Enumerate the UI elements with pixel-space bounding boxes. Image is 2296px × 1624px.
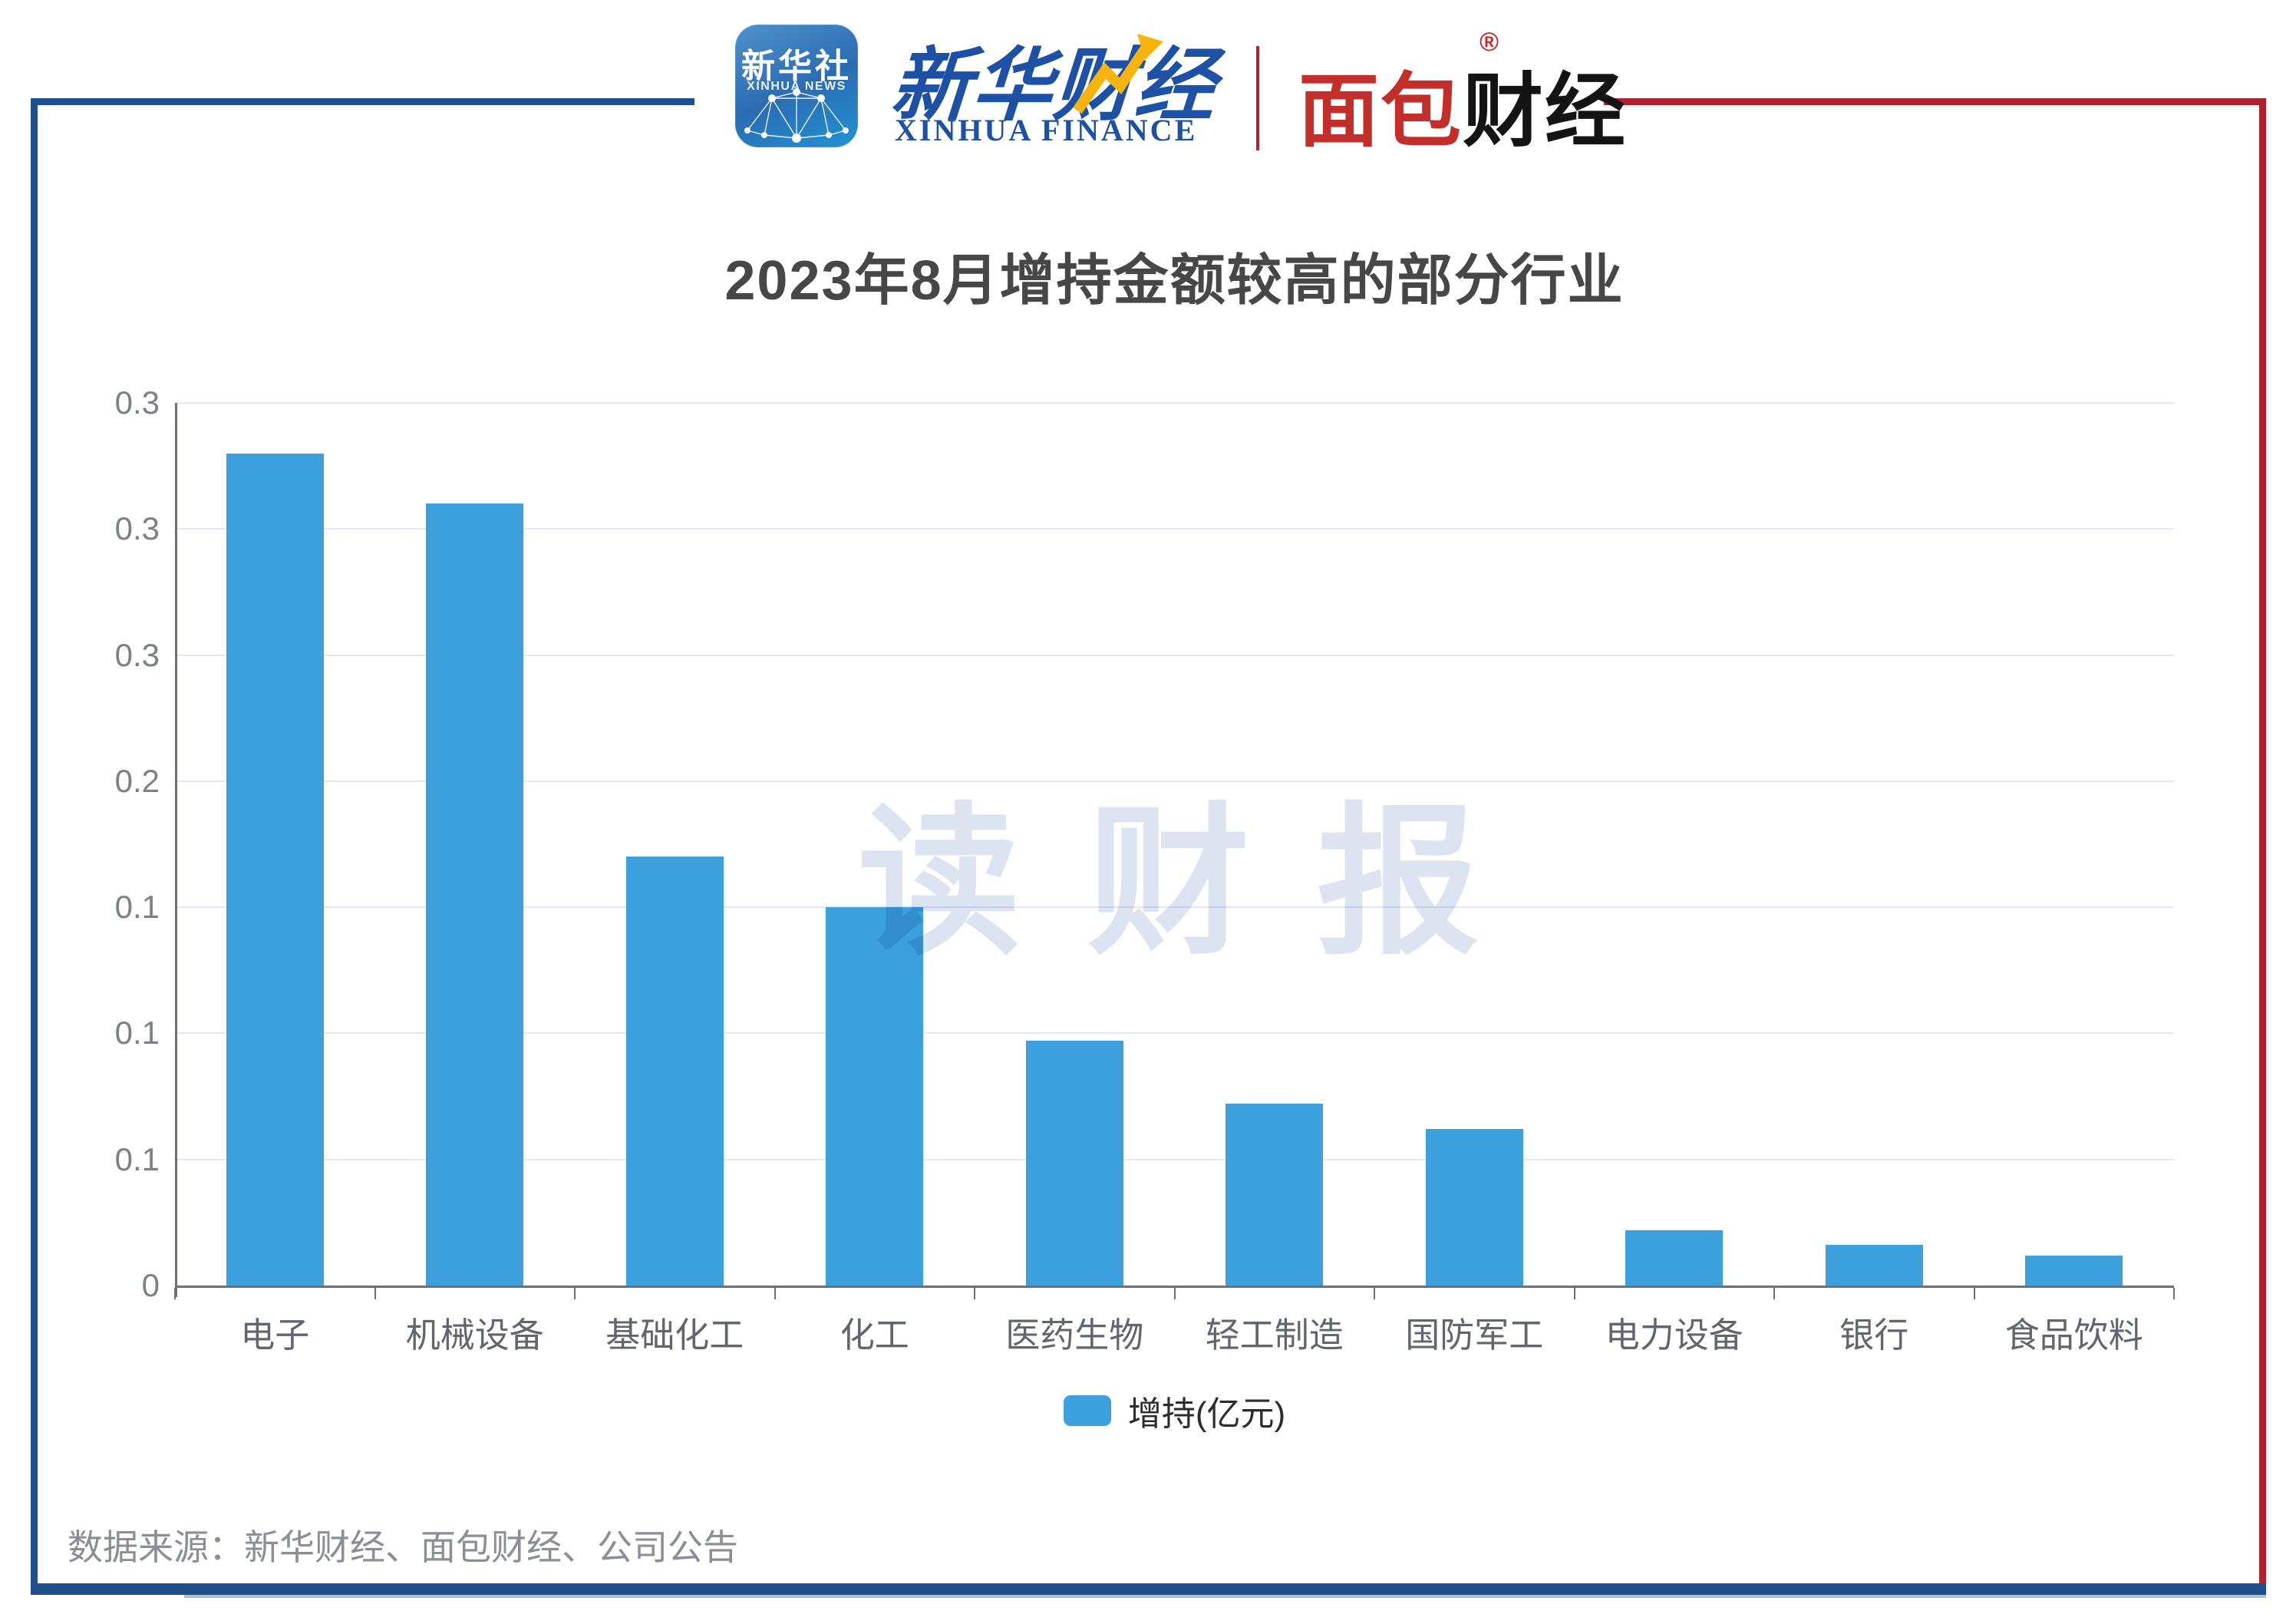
x-axis-line bbox=[175, 1286, 2174, 1288]
data-source-note: 数据来源：新华财经、面包财经、公司公告 bbox=[68, 1527, 738, 1567]
mianbao-red-text: 面包 bbox=[1298, 67, 1463, 157]
x-category-label: 机械设备 bbox=[405, 1315, 544, 1355]
y-grid-line bbox=[175, 780, 2174, 782]
chart-legend[interactable]: 增持(亿元) bbox=[175, 1386, 2174, 1435]
x-axis-tick bbox=[174, 1288, 176, 1299]
mianbao-black-text: 财经 bbox=[1463, 67, 1628, 157]
x-category-label: 化工 bbox=[840, 1315, 909, 1355]
x-axis-tick bbox=[574, 1288, 576, 1299]
frame-bottom-light bbox=[184, 1595, 2266, 1598]
xinhua-news-en-label: XINHUA NEWS bbox=[747, 80, 846, 93]
x-axis-tick bbox=[1173, 1288, 1176, 1299]
y-grid-line bbox=[175, 1032, 2174, 1035]
x-axis-tick bbox=[1573, 1288, 1575, 1299]
x-axis-tick bbox=[374, 1288, 376, 1299]
frame-top-right-red bbox=[1604, 98, 2266, 105]
chart-title: 2023年8月增持金额较高的部分行业 bbox=[724, 250, 1625, 312]
y-tick-label: 0 bbox=[141, 1267, 160, 1303]
y-grid-line bbox=[175, 528, 2174, 530]
y-tick-label: 0.3 bbox=[114, 636, 160, 673]
y-grid-line bbox=[175, 654, 2174, 656]
frame-left-blue bbox=[31, 98, 38, 1590]
x-axis-tick bbox=[1374, 1288, 1375, 1299]
x-category-label: 国防军工 bbox=[1405, 1315, 1544, 1355]
bar-4[interactable] bbox=[826, 907, 924, 1286]
mianbao-finance-logo: 面包财经 bbox=[1298, 46, 1627, 163]
logo-divider-line bbox=[1256, 46, 1259, 150]
x-category-label: 轻工制造 bbox=[1205, 1315, 1344, 1355]
bar-3[interactable] bbox=[625, 857, 724, 1286]
x-axis-tick bbox=[1773, 1288, 1775, 1299]
y-tick-label: 0.1 bbox=[114, 1140, 160, 1177]
y-grid-line bbox=[175, 402, 2174, 404]
y-tick-label: 0.1 bbox=[114, 889, 160, 926]
frame-bottom-blue bbox=[31, 1583, 2266, 1595]
bar-6[interactable] bbox=[1226, 1104, 1324, 1286]
bar-2[interactable] bbox=[426, 503, 524, 1286]
bar-5[interactable] bbox=[1025, 1041, 1123, 1286]
x-category-label: 电子 bbox=[240, 1315, 310, 1355]
x-category-label: 电力设备 bbox=[1605, 1315, 1743, 1355]
bar-9[interactable] bbox=[1825, 1245, 1923, 1286]
legend-swatch[interactable] bbox=[1063, 1395, 1111, 1426]
network-globe-icon bbox=[744, 88, 849, 143]
y-tick-label: 0.2 bbox=[114, 762, 160, 799]
bar-10[interactable] bbox=[2025, 1255, 2123, 1286]
xinhua-news-app-icon: 新华社 XINHUA NEWS bbox=[735, 25, 858, 147]
x-category-label: 食品饮料 bbox=[2004, 1315, 2143, 1355]
y-grid-line bbox=[175, 1158, 2174, 1160]
y-tick-label: 0.3 bbox=[114, 385, 160, 421]
bar-8[interactable] bbox=[1625, 1230, 1724, 1286]
bar-7[interactable] bbox=[1425, 1129, 1523, 1286]
y-axis-line bbox=[175, 403, 177, 1297]
registered-trademark-icon: ® bbox=[1480, 28, 1499, 57]
bar-1[interactable] bbox=[226, 453, 324, 1286]
x-category-label: 基础化工 bbox=[605, 1315, 744, 1355]
watermark-text: 读 财 报 bbox=[858, 791, 1490, 973]
legend-label[interactable]: 增持(亿元) bbox=[1127, 1395, 1286, 1433]
x-category-label: 医药生物 bbox=[1005, 1315, 1144, 1355]
xinhua-finance-en-logo: XINHUA FINANCE bbox=[895, 113, 1198, 147]
yellow-arrow-icon bbox=[1073, 34, 1163, 114]
x-axis-tick bbox=[974, 1288, 975, 1299]
x-axis-tick bbox=[1973, 1288, 1975, 1299]
x-category-label: 银行 bbox=[1839, 1315, 1909, 1355]
y-tick-label: 0.1 bbox=[114, 1015, 160, 1051]
xinhua-news-cn-label: 新华社 bbox=[741, 48, 852, 85]
y-tick-label: 0.3 bbox=[114, 510, 160, 547]
x-axis-tick bbox=[2173, 1288, 2175, 1299]
frame-right-red bbox=[2259, 98, 2266, 1586]
frame-top-left-blue bbox=[31, 98, 694, 105]
x-axis-tick bbox=[774, 1288, 776, 1299]
y-grid-line bbox=[175, 906, 2174, 909]
